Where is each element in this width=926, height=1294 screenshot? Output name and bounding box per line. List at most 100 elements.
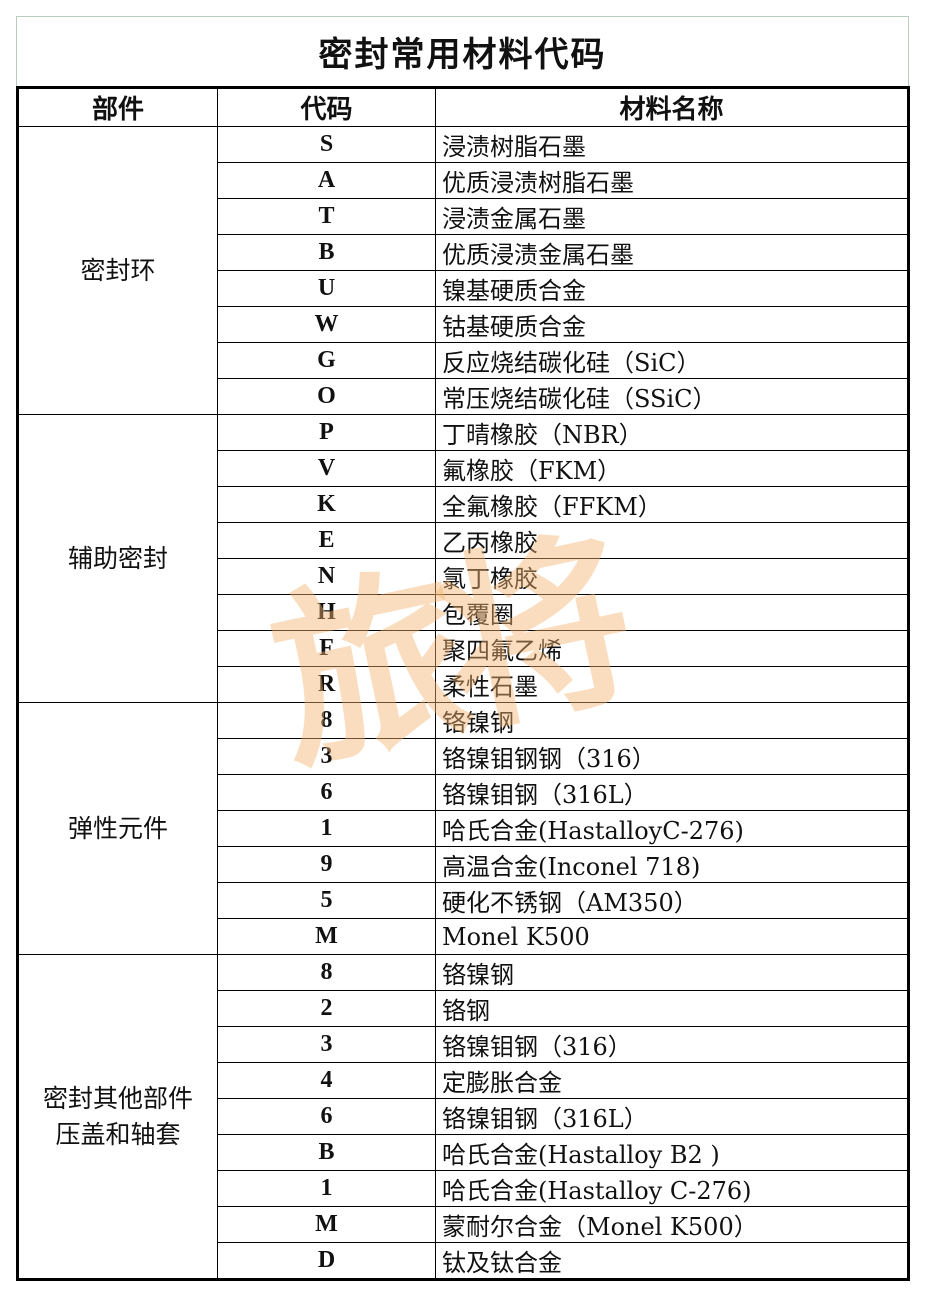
code-cell: B [217,234,436,271]
code-cell: U [217,270,436,307]
material-cell: 氟橡胶（FKM） [435,450,909,487]
table-row: W 钴基硬质合金 [18,306,909,343]
material-cell: 浸渍树脂石墨 [435,126,909,163]
code-cell: S [217,126,436,163]
code-cell: 9 [217,846,436,883]
page-title: 密封常用材料代码 [318,35,607,75]
table-row: F 聚四氟乙烯 [18,630,909,667]
code-cell: G [217,342,436,379]
table-row: M Monel K500 [18,918,909,955]
table-row: K 全氟橡胶（FFKM） [18,486,909,523]
table-row: V 氟橡胶（FKM） [18,450,909,487]
code-cell: 1 [217,1170,436,1207]
material-cell: 哈氏合金(HastalloyC-276) [435,810,909,847]
code-cell: O [217,378,436,415]
code-cell: 6 [217,1098,436,1135]
material-cell: 硬化不锈钢（AM350） [435,882,909,919]
header-row: 部件 代码 材料名称 [17,86,909,127]
material-cell: 铬镍钢 [435,702,909,739]
code-cell: 8 [217,954,436,991]
title-cell: 密封常用材料代码 [16,16,909,86]
table-row: 6 铬镍钼钢（316L） [18,774,909,811]
code-cell: 1 [217,810,436,847]
code-cell: M [217,918,436,955]
table-row: R 柔性石墨 [18,666,909,703]
material-cell: 哈氏合金(Hastalloy B2 ) [435,1134,909,1171]
material-cell: 铬钢 [435,990,909,1027]
material-cell: 铬镍钢 [435,954,909,991]
table-row: 辅助密封 P 丁晴橡胶（NBR） [17,414,909,703]
code-cell: D [217,1242,436,1280]
table-row: E 乙丙橡胶 [18,522,909,559]
material-cell: 铬镍钼钢（316） [435,1026,909,1063]
code-cell: H [217,594,436,631]
material-cell: 柔性石墨 [435,666,909,703]
code-cell: 5 [217,882,436,919]
part-cell: 弹性元件 [17,702,218,955]
code-cell: A [217,162,436,199]
code-cell: 4 [217,1062,436,1099]
header-part: 部件 [17,86,218,127]
material-cell: 常压烧结碳化硅（SSiC） [435,378,909,415]
table-row: 2 铬钢 [18,990,909,1027]
table-row: G 反应烧结碳化硅（SiC） [18,342,909,379]
table-row: 4 定膨胀合金 [18,1062,909,1099]
code-cell: K [217,486,436,523]
material-cell: 蒙耐尔合金（Monel K500） [435,1206,909,1243]
table-row: B 优质浸渍金属石墨 [18,234,909,271]
code-cell: F [217,630,436,667]
table-row: 密封其他部件 压盖和轴套 8 铬镍钢 [17,954,909,1280]
code-cell: N [217,558,436,595]
code-cell: W [217,306,436,343]
material-cell: 铬镍钼钢（316L） [435,1098,909,1135]
code-cell: R [217,666,436,703]
material-cell: 铬镍钼钢钢（316） [435,738,909,775]
code-cell: 8 [217,702,436,739]
code-cell: 3 [217,1026,436,1063]
code-cell: E [217,522,436,559]
material-cell: 聚四氟乙烯 [435,630,909,667]
material-cell: 优质浸渍金属石墨 [435,234,909,271]
table-row: D 钛及钛合金 [18,1242,909,1280]
table-row: 密封环 S 浸渍树脂石墨 [17,126,909,415]
table-row: T 浸渍金属石墨 [18,198,909,235]
part-cell: 辅助密封 [17,414,218,703]
code-cell: 3 [217,738,436,775]
header-code: 代码 [217,86,436,127]
code-cell: M [217,1206,436,1243]
material-cell: 乙丙橡胶 [435,522,909,559]
table-row: 3 铬镍钼钢（316） [18,1026,909,1063]
header-material: 材料名称 [435,86,909,127]
table-row: 9 高温合金(Inconel 718) [18,846,909,883]
material-cell: 铬镍钼钢（316L） [435,774,909,811]
material-cell: Monel K500 [435,918,909,955]
material-cell: 高温合金(Inconel 718) [435,846,909,883]
material-cell: 镍基硬质合金 [435,270,909,307]
material-cell: 定膨胀合金 [435,1062,909,1099]
table-row: N 氯丁橡胶 [18,558,909,595]
material-cell: 钴基硬质合金 [435,306,909,343]
table-row: 3 铬镍钼钢钢（316） [18,738,909,775]
material-cell: 浸渍金属石墨 [435,198,909,235]
material-cell: 氯丁橡胶 [435,558,909,595]
table-body: 密封环 S 浸渍树脂石墨 A 优质浸渍树脂石墨 T 浸渍金属石墨 B 优质浸渍金属石墨 U 镍基硬质… [17,126,909,1280]
material-cell: 优质浸渍树脂石墨 [435,162,909,199]
material-cell: 哈氏合金(Hastalloy C-276) [435,1170,909,1207]
code-cell: T [217,198,436,235]
code-cell: P [217,414,436,451]
table-row: 1 哈氏合金(HastalloyC-276) [18,810,909,847]
table-row: 弹性元件 8 铬镍钢 [17,702,909,955]
part-cell: 密封其他部件 压盖和轴套 [17,954,218,1280]
material-cell: 包覆圈 [435,594,909,631]
table-row: A 优质浸渍树脂石墨 [18,162,909,199]
material-cell: 钛及钛合金 [435,1242,909,1280]
code-cell: B [217,1134,436,1171]
material-cell: 全氟橡胶（FFKM） [435,486,909,523]
material-code-table: 部件 代码 材料名称 密封环 S 浸渍树脂石墨 A 优质浸渍树脂石墨 T 浸渍金属石墨 B 优质… [16,86,910,1281]
code-cell: 6 [217,774,436,811]
table-row: H 包覆圈 [18,594,909,631]
table-row: 6 铬镍钼钢（316L） [18,1098,909,1135]
table-row: O 常压烧结碳化硅（SSiC） [18,378,909,415]
material-cell: 反应烧结碳化硅（SiC） [435,342,909,379]
material-cell: 丁晴橡胶（NBR） [435,414,909,451]
